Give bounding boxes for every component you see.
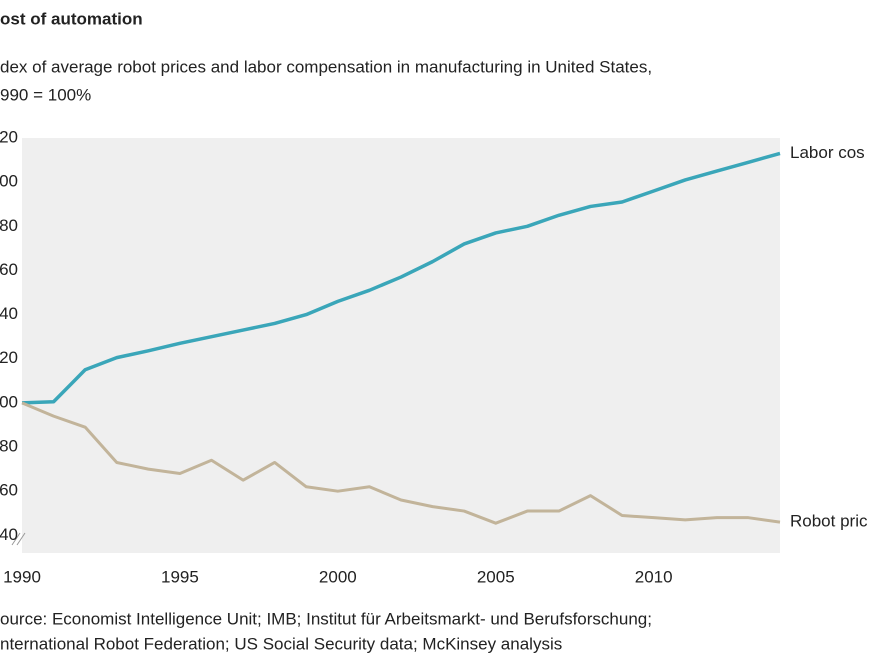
x-tick-label: 2005 [477,567,515,586]
axis-break [11,532,26,546]
x-tick-label: 2000 [319,567,357,586]
series-label: Robot pric [790,512,868,531]
y-tick-label: 00 [0,392,18,411]
y-tick-label: 80 [0,216,18,235]
series-line [21,151,781,405]
y-tick-label: 60 [0,260,18,279]
y-tick-label: 00 [0,172,18,191]
subtitle: 990 = 100% [0,85,91,104]
y-tick-label: 20 [0,348,18,367]
y-tick-label: 20 [0,127,18,146]
y-tick-label: 60 [0,481,18,500]
y-tick-label: 40 [0,525,18,544]
source: nternational Robot Federation; US Social… [0,634,562,653]
series-line [21,401,781,525]
source: ource: Economist Intelligence Unit; IMB;… [0,609,652,628]
series-label: Labor cos [790,143,865,162]
plot-area [22,138,780,553]
chart-title: ost of automation [0,9,143,28]
y-tick-label: 80 [0,437,18,456]
x-tick-label: 1995 [161,567,199,586]
y-tick-label: 40 [0,304,18,323]
subtitle: dex of average robot prices and labor co… [0,57,652,76]
x-tick-label: 1990 [3,567,41,586]
x-tick-label: 2010 [635,567,673,586]
